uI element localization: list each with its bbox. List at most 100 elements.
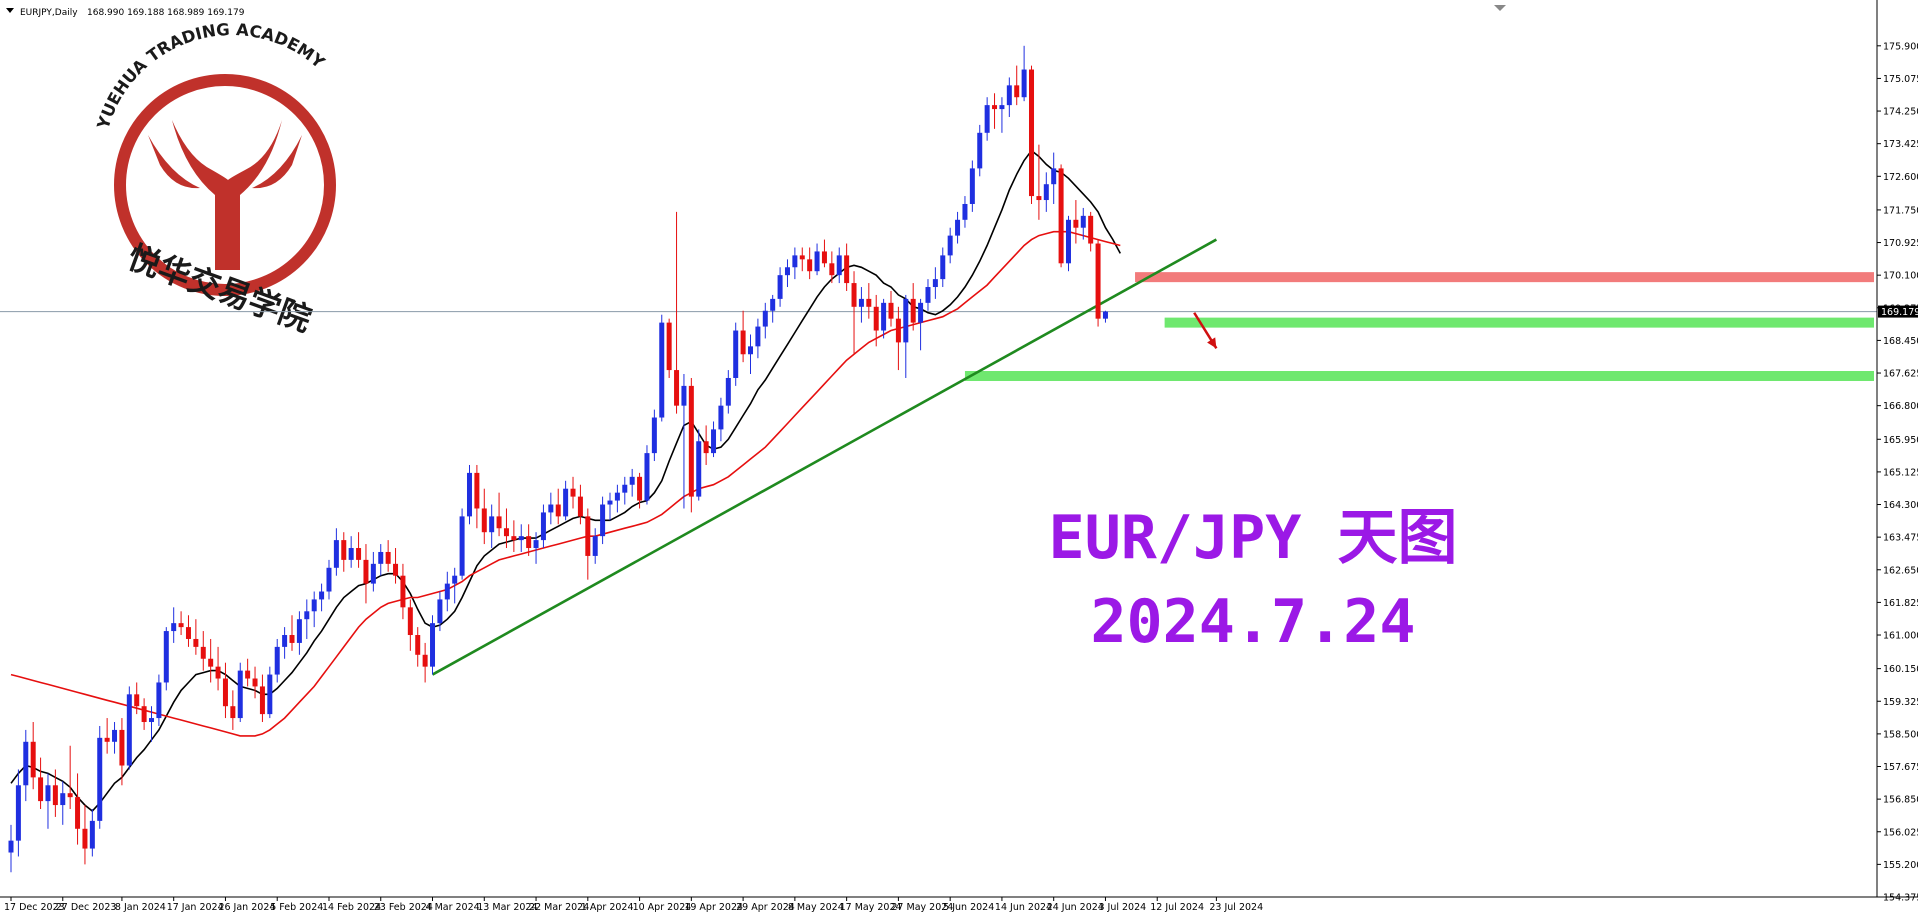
candle-body bbox=[348, 548, 354, 560]
candle-body bbox=[171, 623, 177, 632]
candle-body bbox=[274, 646, 280, 675]
candle bbox=[52, 769, 58, 817]
candle bbox=[430, 615, 436, 675]
candle bbox=[481, 488, 487, 545]
candle-body bbox=[925, 287, 931, 303]
candle-body bbox=[38, 777, 44, 802]
candle-body bbox=[666, 322, 672, 371]
candle bbox=[777, 267, 783, 307]
candle-body bbox=[1058, 168, 1064, 264]
candle bbox=[570, 476, 576, 509]
candle bbox=[814, 243, 820, 276]
candle bbox=[30, 722, 36, 790]
candle-body bbox=[370, 563, 376, 584]
candle-body bbox=[1073, 219, 1079, 228]
candle-body bbox=[289, 635, 295, 643]
candle-body bbox=[400, 575, 406, 608]
candle bbox=[681, 374, 687, 509]
candle-body bbox=[97, 737, 103, 821]
candle-body bbox=[932, 279, 938, 288]
candle bbox=[23, 729, 29, 802]
candle-body bbox=[807, 259, 813, 272]
candle-body bbox=[992, 105, 998, 110]
candle-body bbox=[444, 583, 450, 600]
y-tick-label: 163.475 bbox=[1883, 533, 1918, 544]
candle bbox=[126, 686, 132, 770]
y-tick-label: 174.250 bbox=[1883, 107, 1918, 118]
candle-body bbox=[363, 559, 369, 584]
trendline bbox=[431, 238, 1218, 676]
candle bbox=[1029, 65, 1035, 204]
candle bbox=[784, 259, 790, 288]
candle-body bbox=[222, 678, 228, 707]
candle-body bbox=[259, 686, 265, 715]
y-tick-label: 156.850 bbox=[1883, 795, 1918, 806]
candle-body bbox=[792, 255, 798, 268]
x-tick-label: 27 May 2024 bbox=[891, 902, 953, 913]
candle bbox=[1058, 164, 1064, 268]
y-tick-label: 172.600 bbox=[1883, 172, 1918, 183]
x-tick-label: 5 Jun 2024 bbox=[943, 902, 994, 913]
candle bbox=[503, 508, 509, 549]
candle bbox=[659, 314, 665, 422]
candle-body bbox=[185, 627, 191, 639]
candle-body bbox=[614, 492, 620, 501]
candle-body bbox=[940, 255, 946, 280]
candle bbox=[267, 666, 273, 719]
candle bbox=[585, 508, 591, 580]
candle bbox=[607, 492, 613, 521]
chart-shift-icon[interactable] bbox=[1494, 5, 1506, 11]
candle bbox=[393, 548, 399, 584]
candle bbox=[67, 745, 73, 810]
candle-body bbox=[356, 548, 362, 560]
candle bbox=[496, 492, 502, 537]
candle bbox=[15, 769, 21, 857]
candle bbox=[563, 480, 569, 521]
candle bbox=[193, 619, 199, 655]
x-tick-label: 12 Jul 2024 bbox=[1150, 902, 1204, 913]
candle bbox=[518, 524, 524, 552]
candle bbox=[629, 468, 635, 497]
candle-body bbox=[999, 105, 1005, 110]
candle-body bbox=[407, 607, 413, 636]
candle-body bbox=[873, 306, 879, 331]
candle-body bbox=[252, 678, 258, 687]
symbol-info: EURJPY,Daily bbox=[20, 8, 78, 18]
candle-body bbox=[570, 488, 576, 497]
candle-body bbox=[415, 635, 421, 655]
candle bbox=[651, 409, 657, 462]
candle bbox=[415, 627, 421, 667]
candle-body bbox=[748, 346, 753, 355]
candle-body bbox=[503, 528, 509, 537]
candle-body bbox=[962, 203, 968, 220]
candle bbox=[282, 627, 288, 659]
candle bbox=[1014, 65, 1020, 106]
candle bbox=[208, 638, 214, 683]
candle-body bbox=[193, 638, 199, 647]
candle bbox=[119, 718, 125, 786]
resistance-zone bbox=[1135, 272, 1874, 283]
candle bbox=[252, 666, 258, 699]
candle bbox=[866, 283, 872, 319]
x-tick-label: 24 Jun 2024 bbox=[1047, 902, 1104, 913]
x-tick-label: 17 Jan 2024 bbox=[167, 902, 224, 913]
candle-body bbox=[814, 251, 820, 272]
candle-body bbox=[637, 476, 643, 501]
candle bbox=[600, 496, 606, 545]
x-tick-label: 4 Mar 2024 bbox=[426, 902, 480, 913]
candle-body bbox=[821, 251, 827, 264]
candle bbox=[171, 607, 177, 643]
candle bbox=[821, 239, 827, 268]
candle bbox=[674, 211, 680, 414]
candle bbox=[873, 294, 879, 347]
candle bbox=[711, 421, 717, 458]
candle-body bbox=[844, 255, 850, 284]
candle-body bbox=[733, 330, 739, 378]
candle-body bbox=[1102, 311, 1108, 319]
symbol-menu-icon[interactable] bbox=[6, 8, 14, 13]
candle-body bbox=[1051, 168, 1057, 185]
ma-fast-line bbox=[10, 149, 1122, 813]
x-tick-label: 10 Apr 2024 bbox=[633, 902, 692, 913]
candle bbox=[444, 571, 450, 612]
x-tick-label: 27 Dec 2023 bbox=[56, 902, 117, 913]
